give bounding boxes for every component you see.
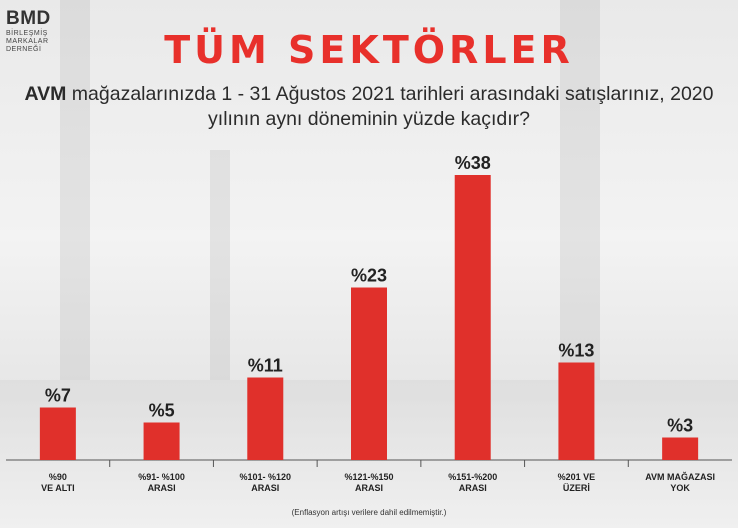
category-label-4-line-2: ARASI — [355, 483, 383, 493]
page-title: TÜM SEKTÖRLER — [164, 28, 574, 72]
category-label-4-line-1: %121-%150 — [344, 472, 393, 482]
bar-1 — [39, 407, 76, 460]
category-label-6-line-2: ÜZERİ — [563, 483, 590, 493]
bar-5 — [454, 175, 491, 460]
data-label-2: %5 — [149, 401, 175, 421]
bar-2 — [143, 422, 180, 460]
question-text: mağazalarınızda 1 - 31 Ağustos 2021 tari… — [66, 83, 714, 130]
data-label-3: %11 — [248, 356, 283, 376]
logo-mark: BMD — [6, 8, 51, 29]
bar-4 — [351, 287, 387, 460]
data-label-5: %38 — [455, 153, 491, 173]
bmd-logo: BMD BİRLEŞMİŞ MARKALAR DERNEĞİ — [6, 8, 96, 54]
bar-3 — [247, 377, 284, 460]
footnote: (Enflasyon artışı verilere dahil edilmem… — [291, 508, 447, 517]
category-label-7-line-2: YOK — [670, 483, 690, 493]
survey-question: AVM mağazalarınızda 1 - 31 Ağustos 2021 … — [20, 82, 718, 132]
category-label-1-line-1: %90 — [49, 472, 67, 482]
data-label-1: %7 — [45, 386, 71, 406]
data-label-7: %3 — [667, 416, 693, 436]
category-label-7-line-1: AVM MAĞAZASI — [645, 471, 715, 482]
logo-line-1: BİRLEŞMİŞ — [6, 30, 48, 37]
category-label-6-line-1: %201 VE — [558, 472, 596, 482]
data-label-6: %13 — [558, 341, 594, 361]
bar-7 — [662, 437, 699, 460]
category-label-3-line-2: ARASI — [251, 483, 279, 493]
category-label-1-line-2: VE ALTI — [41, 483, 75, 493]
category-label-5-line-1: %151-%200 — [448, 472, 497, 482]
category-label-3-line-1: %101- %120 — [240, 472, 292, 482]
logo-line-2: MARKALAR — [6, 38, 49, 45]
logo-line-3: DERNEĞİ — [6, 46, 42, 53]
category-label-2-line-2: ARASI — [148, 483, 176, 493]
category-label-2-line-1: %91- %100 — [138, 472, 185, 482]
data-label-4: %23 — [351, 266, 387, 286]
category-label-5-line-2: ARASI — [459, 483, 487, 493]
bar-6 — [558, 362, 595, 460]
question-bold: AVM — [24, 83, 67, 105]
